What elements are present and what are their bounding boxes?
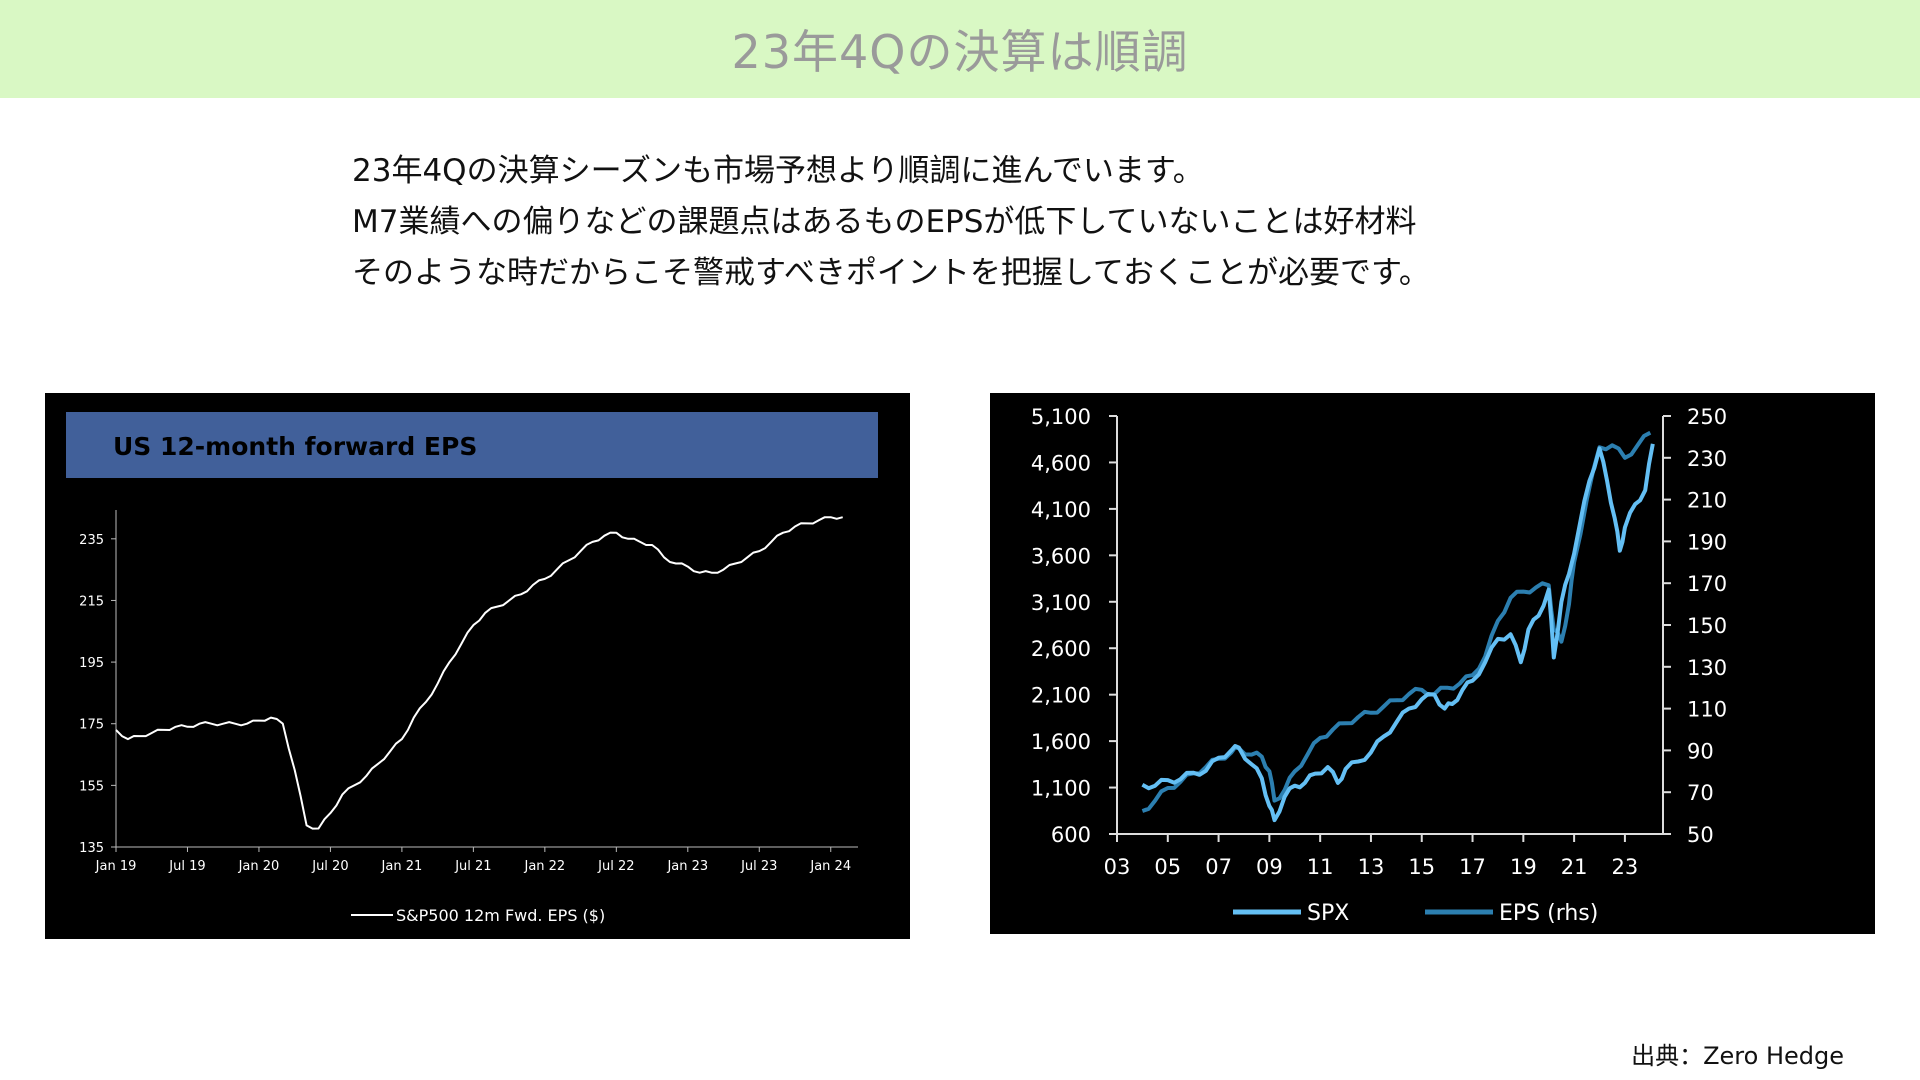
x-tick-label: 07 [1205, 855, 1232, 879]
legend-label-eps: EPS (rhs) [1499, 901, 1598, 926]
y-left-tick-label: 3,100 [1031, 591, 1091, 615]
y-left-tick-label: 2,600 [1031, 637, 1091, 661]
y-tick-label: 155 [79, 779, 104, 794]
x-tick-label: 05 [1154, 855, 1181, 879]
y-left-tick-label: 1,600 [1031, 730, 1091, 754]
y-left-tick-label: 600 [1051, 823, 1091, 847]
y-right-tick-label: 190 [1687, 530, 1727, 554]
legend-label: S&P500 12m Fwd. EPS ($) [396, 906, 605, 925]
chart-spx-vs-eps-svg: 5,100 4,600 4,100 3,600 3,100 2,600 2,100 1,600… [1031, 405, 1727, 926]
y-left-tick-label: 2,100 [1031, 684, 1091, 708]
x-tick-label: Jul 20 [311, 859, 348, 874]
x-tick-label: 13 [1358, 855, 1385, 879]
series-line-spx [1141, 443, 1655, 823]
y-right-tick-label: 210 [1687, 489, 1727, 513]
y-tick-label: 135 [79, 841, 104, 856]
y-left-tick-label: 3,600 [1031, 544, 1091, 568]
x-tick-label: Jul 23 [740, 859, 777, 874]
x-tick-label: Jan 20 [238, 859, 280, 874]
x-tick-label: 09 [1256, 855, 1283, 879]
series-line-sp500-fwd-eps [115, 516, 843, 830]
x-tick-label: Jul 21 [454, 859, 491, 874]
y-right-tick-label: 150 [1687, 614, 1727, 638]
x-tick-label: Jan 22 [523, 859, 565, 874]
y-right-tick-label: 50 [1687, 823, 1714, 847]
description-line-2: M7業績への偏りなどの課題点はあるものEPSが低下していないことは好材料 [352, 204, 1417, 240]
description-line-1: 23年4Qの決算シーズンも市場予想より順調に進んでいます。 [352, 153, 1204, 189]
y-right-tick-label: 230 [1687, 447, 1727, 471]
y-left-tick-label: 4,100 [1031, 498, 1091, 522]
y-left-tick-label: 1,100 [1031, 777, 1091, 801]
y-right-tick-label: 250 [1687, 405, 1727, 429]
x-tick-label: Jan 24 [809, 859, 851, 874]
x-tick-label: Jul 19 [168, 859, 205, 874]
x-tick-label: 23 [1612, 855, 1639, 879]
y-right-tick-label: 70 [1687, 781, 1714, 805]
page-title: 23年4Qの決算は順調 [731, 25, 1189, 79]
x-tick-label: 19 [1510, 855, 1537, 879]
x-tick-label: Jan 21 [381, 859, 423, 874]
y-right-tick-label: 170 [1687, 572, 1727, 596]
y-right-tick-label: 130 [1687, 656, 1727, 680]
x-tick-label: Jan 19 [95, 859, 137, 874]
source-credit: 出典：Zero Hedge [1631, 1042, 1844, 1070]
y-right-tick-label: 110 [1687, 698, 1727, 722]
chart-spx-vs-eps: 5,100 4,600 4,100 3,600 3,100 2,600 2,100 1,600… [990, 393, 1875, 934]
chart-title: US 12-month forward EPS [113, 432, 477, 461]
y-right-tick-label: 90 [1687, 739, 1714, 763]
x-tick-label: 11 [1307, 855, 1334, 879]
y-left-tick-label: 5,100 [1031, 405, 1091, 429]
x-tick-label: 15 [1408, 855, 1435, 879]
x-tick-label: 03 [1104, 855, 1131, 879]
legend-label-spx: SPX [1307, 901, 1349, 926]
x-tick-label: 17 [1459, 855, 1486, 879]
description-line-3: そのような時だからこそ警戒すべきポイントを把握しておくことが必要です。 [352, 255, 1430, 291]
chart-header-band [66, 412, 878, 478]
y-tick-label: 175 [79, 718, 104, 733]
y-tick-label: 235 [79, 533, 104, 548]
x-tick-label: 21 [1561, 855, 1588, 879]
x-tick-label: Jan 23 [666, 859, 708, 874]
y-tick-label: 195 [79, 656, 104, 671]
title-bar: 23年4Qの決算は順調 [0, 0, 1920, 98]
chart-forward-eps: US 12-month forward EPS 135 155 175 195 215 23… [45, 393, 910, 939]
description-text: 23年4Qの決算シーズンも市場予想より順調に進んでいます。 M7業績への偏りなど… [352, 146, 1652, 299]
x-tick-label: Jul 22 [597, 859, 634, 874]
chart-forward-eps-svg: US 12-month forward EPS 135 155 175 195 215 23… [66, 412, 878, 925]
y-left-tick-label: 4,600 [1031, 451, 1091, 475]
y-tick-label: 215 [79, 594, 104, 609]
series-line-eps [1141, 430, 1652, 813]
